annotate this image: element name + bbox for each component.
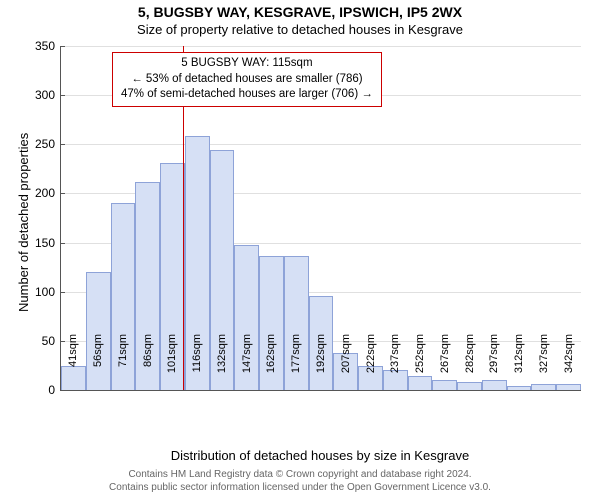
annotation-box: 5 BUGSBY WAY: 115sqm← 53% of detached ho… xyxy=(112,52,382,107)
x-tick-label: 101sqm xyxy=(166,334,178,394)
chart-title-line2: Size of property relative to detached ho… xyxy=(0,22,600,37)
x-tick-label: 267sqm xyxy=(439,334,451,394)
x-tick-label: 132sqm xyxy=(216,334,228,394)
chart-container: { "title_line1": "5, BUGSBY WAY, KESGRAV… xyxy=(0,0,600,500)
chart-title-line1: 5, BUGSBY WAY, KESGRAVE, IPSWICH, IP5 2W… xyxy=(0,4,600,20)
y-tick-label: 350 xyxy=(35,39,61,53)
x-tick-label: 56sqm xyxy=(92,334,104,394)
footer-attribution: Contains HM Land Registry data © Crown c… xyxy=(0,468,600,494)
x-tick-label: 116sqm xyxy=(191,334,203,394)
x-tick-label: 342sqm xyxy=(563,334,575,394)
y-tick-label: 200 xyxy=(35,186,61,200)
x-tick-label: 312sqm xyxy=(513,334,525,394)
y-tick-label: 0 xyxy=(48,383,61,397)
x-tick-label: 41sqm xyxy=(67,334,79,394)
footer-line: Contains public sector information licen… xyxy=(0,481,600,494)
x-tick-label: 222sqm xyxy=(365,334,377,394)
y-tick-label: 50 xyxy=(42,334,61,348)
annotation-line: 5 BUGSBY WAY: 115sqm xyxy=(121,56,373,72)
x-tick-label: 177sqm xyxy=(290,334,302,394)
annotation-line: ← 53% of detached houses are smaller (78… xyxy=(121,72,373,88)
x-tick-label: 192sqm xyxy=(315,334,327,394)
x-tick-label: 237sqm xyxy=(389,334,401,394)
y-tick-label: 100 xyxy=(35,285,61,299)
x-tick-label: 252sqm xyxy=(414,334,426,394)
x-tick-label: 327sqm xyxy=(538,334,550,394)
x-tick-label: 297sqm xyxy=(488,334,500,394)
x-tick-label: 71sqm xyxy=(117,334,129,394)
x-axis-label: Distribution of detached houses by size … xyxy=(60,448,580,463)
x-tick-label: 147sqm xyxy=(241,334,253,394)
footer-line: Contains HM Land Registry data © Crown c… xyxy=(0,468,600,481)
y-tick-label: 300 xyxy=(35,88,61,102)
x-tick-label: 86sqm xyxy=(142,334,154,394)
y-tick-label: 250 xyxy=(35,137,61,151)
x-tick-label: 207sqm xyxy=(340,334,352,394)
y-tick-label: 150 xyxy=(35,236,61,250)
annotation-line: 47% of semi-detached houses are larger (… xyxy=(121,87,373,103)
x-tick-label: 162sqm xyxy=(265,334,277,394)
x-tick-label: 282sqm xyxy=(464,334,476,394)
y-axis-label: Number of detached properties xyxy=(16,133,31,312)
